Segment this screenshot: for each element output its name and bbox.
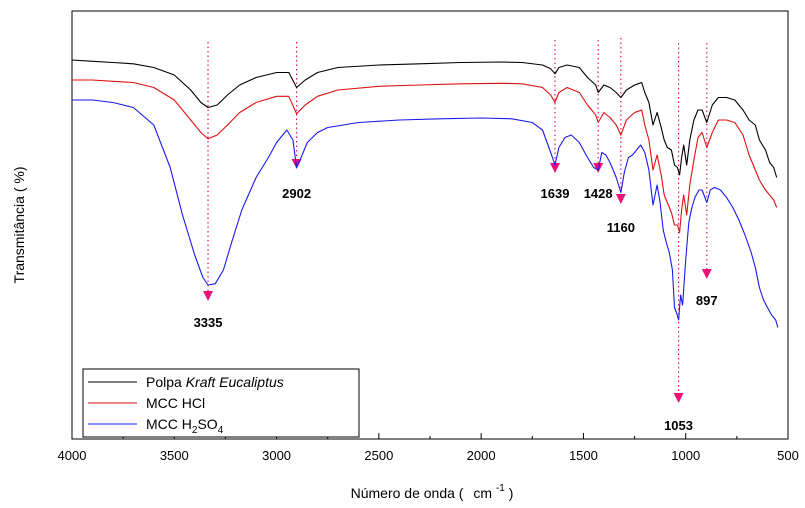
legend-h2so4-mid: SO xyxy=(197,416,217,432)
legend-entry-mcc-h2so4: MCC H2SO4 xyxy=(146,416,224,436)
peak-arrow-1053 xyxy=(673,393,684,403)
y-axis-label: Transmitância ( %) xyxy=(11,167,27,284)
legend-h2so4-sub2: 4 xyxy=(218,425,224,436)
x-axis-label-unit: cm xyxy=(473,485,492,501)
legend-h2so4-sub1: 2 xyxy=(192,425,198,436)
series-mcc-h2so4 xyxy=(72,99,779,328)
peak-label-2902: 2902 xyxy=(282,186,311,201)
peak-arrow-1639 xyxy=(549,163,560,173)
peak-label-1053: 1053 xyxy=(664,418,693,433)
legend-h2so4-part1: MCC H xyxy=(146,416,192,432)
peak-arrow-897 xyxy=(701,269,712,279)
x-axis-label-exp: -1 xyxy=(496,483,505,494)
x-tick-label-2000: 2000 xyxy=(467,448,496,463)
x-axis-label-close: ) xyxy=(509,485,514,501)
x-tick-label-2500: 2500 xyxy=(364,448,393,463)
series-layer xyxy=(71,59,779,328)
peak-label-1639: 1639 xyxy=(541,186,570,201)
x-tick-label-1000: 1000 xyxy=(671,448,700,463)
series-mcc-hcl xyxy=(72,79,778,234)
legend-polpa-plain: Polpa xyxy=(146,374,186,390)
x-axis-ticks: 4000 3500 3000 2500 2000 1500 1000 500 xyxy=(58,433,799,463)
peak-label-3335: 3335 xyxy=(194,315,223,330)
peak-label-1428: 1428 xyxy=(584,186,613,201)
x-axis-label: Número de onda ( cm -1 ) xyxy=(351,478,514,501)
legend-polpa-italic: Kraft Eucaliptus xyxy=(186,374,284,390)
peak-label-1160: 1160 xyxy=(607,220,635,235)
x-tick-label-3500: 3500 xyxy=(160,448,189,463)
peak-markers xyxy=(203,38,712,403)
x-axis-label-main: Número de onda ( xyxy=(351,485,464,501)
peak-labels: 3335 2902 1639 1428 1160 1053 897 xyxy=(194,186,718,433)
x-tick-label-500: 500 xyxy=(777,448,799,463)
x-tick-label-1500: 1500 xyxy=(569,448,598,463)
peak-arrow-1160 xyxy=(615,194,626,204)
legend: Polpa Kraft Eucaliptus MCC HCl MCC H2SO4 xyxy=(82,368,360,438)
x-tick-label-3000: 3000 xyxy=(262,448,291,463)
peak-label-897: 897 xyxy=(696,293,718,308)
legend-entry-polpa: Polpa Kraft Eucaliptus xyxy=(146,374,284,390)
legend-entry-mcc-hcl: MCC HCl xyxy=(146,395,205,411)
peak-arrow-3335 xyxy=(203,291,214,301)
series-polpa xyxy=(71,59,778,178)
x-tick-label-4000: 4000 xyxy=(58,448,87,463)
